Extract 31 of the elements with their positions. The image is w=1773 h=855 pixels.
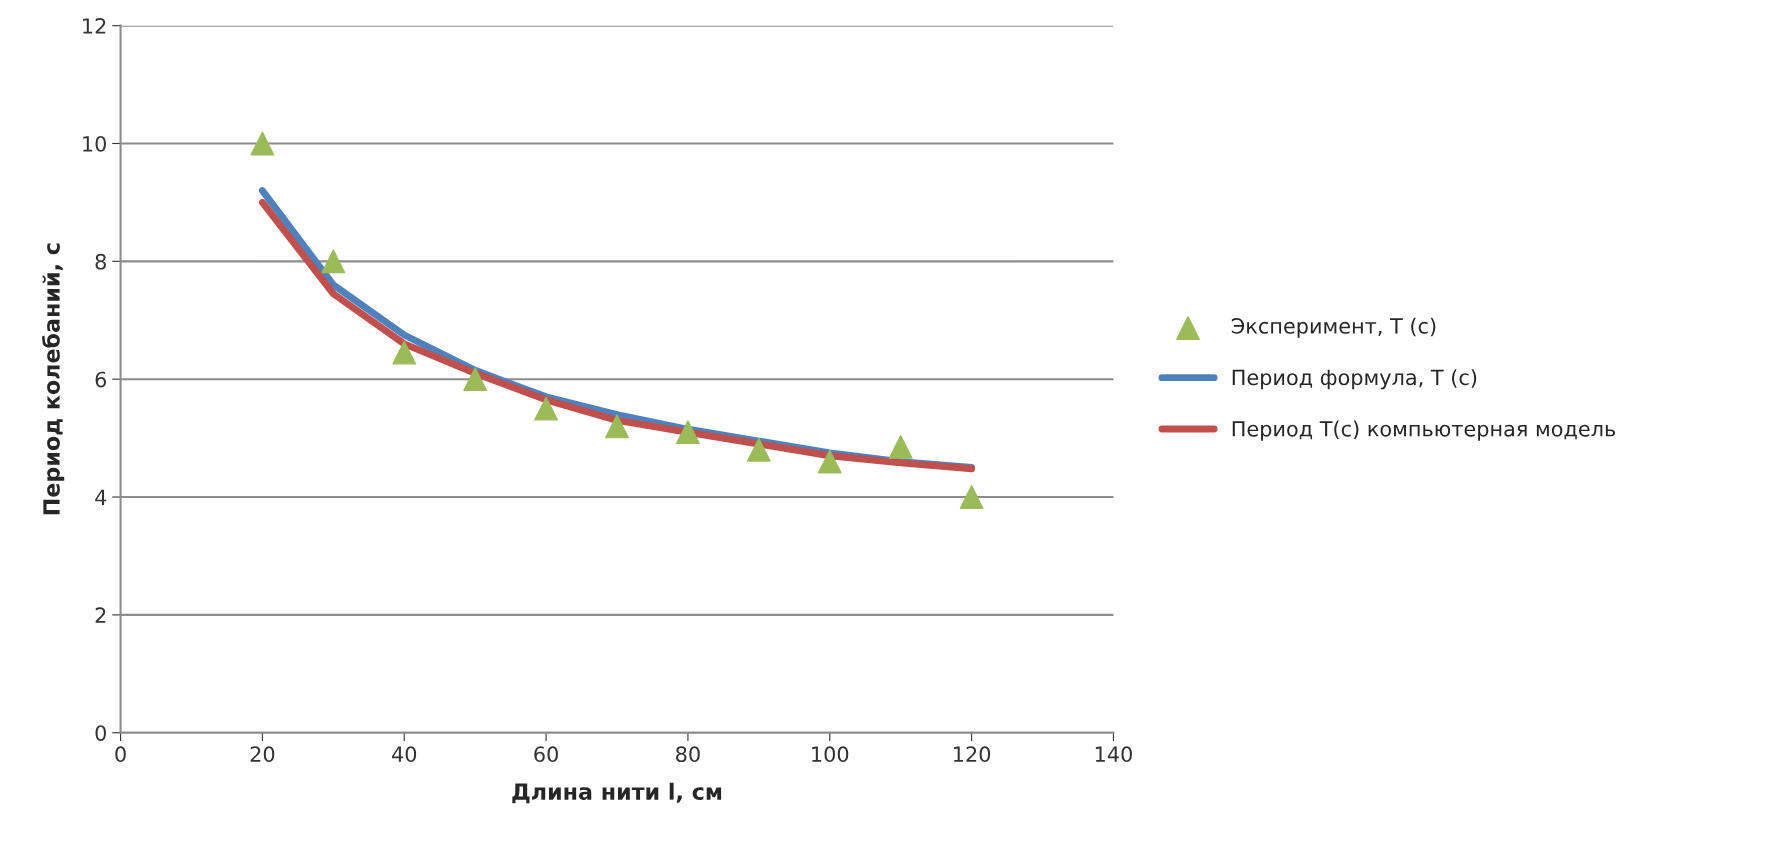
point xyxy=(392,340,417,365)
y-tick-label: 10 xyxy=(83,135,106,152)
legend-label: Период T(c) компьютерная модель xyxy=(1232,420,1616,441)
point xyxy=(250,131,275,156)
y-tick-label: 8 xyxy=(95,253,106,270)
x-tick-label: 40 xyxy=(392,746,417,763)
point xyxy=(888,435,913,459)
point xyxy=(676,420,700,445)
x-tick-label: 0 xyxy=(115,746,126,763)
y-tick-label: 6 xyxy=(95,371,107,388)
point xyxy=(463,367,488,392)
y-tick-label: 12 xyxy=(83,18,106,34)
point xyxy=(321,249,346,274)
y-tick-label: 0 xyxy=(95,725,106,741)
point xyxy=(534,396,558,421)
y-axis-title: Период колебаний, с xyxy=(41,243,65,515)
x-tick-label: 140 xyxy=(1095,746,1132,763)
point xyxy=(959,485,984,509)
legend-label: Эксперимент, T (c) xyxy=(1231,317,1436,338)
x-tick-label: 120 xyxy=(954,746,991,763)
legend-label: Период формула, T (c) xyxy=(1232,369,1477,390)
point xyxy=(746,438,771,462)
x-tick-label: 60 xyxy=(534,746,558,763)
x-tick-label: 80 xyxy=(676,746,700,763)
point xyxy=(817,449,842,474)
y-tick-label: 2 xyxy=(95,607,106,623)
x-tick-label: 100 xyxy=(812,746,849,763)
y-tick-label: 4 xyxy=(95,489,107,505)
point xyxy=(605,414,629,439)
x-axis-title: Длина нити l, см xyxy=(512,782,722,804)
x-tick-label: 20 xyxy=(250,746,275,763)
